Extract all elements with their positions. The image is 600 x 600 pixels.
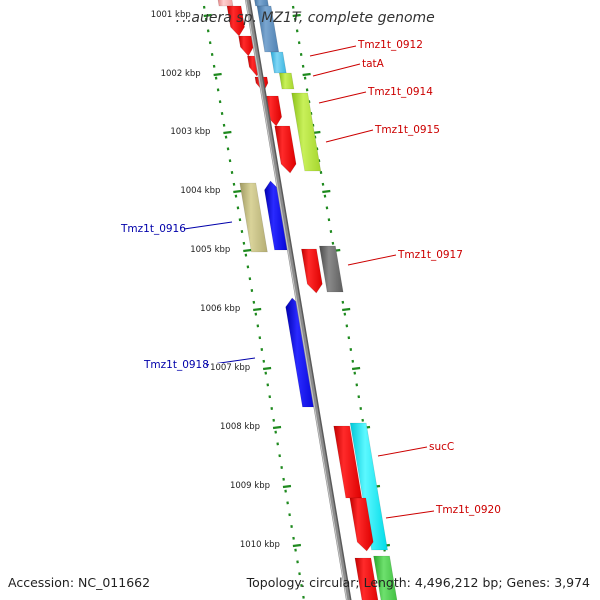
genome-title: Thauera sp. MZ1T, complete genome	[174, 10, 435, 26]
ruler-label-1005: 1005 kbp	[189, 245, 232, 255]
gene-label-tmz1t-0912[interactable]: Tmz1t_0912	[358, 39, 423, 51]
gene-label-succ[interactable]: sucC	[429, 441, 455, 453]
gene-label-tmz1t-0915[interactable]: Tmz1t_0915	[375, 124, 440, 136]
ruler-major-tick	[302, 72, 311, 77]
ruler-major-tick	[253, 307, 262, 312]
label-leader-lines	[183, 45, 435, 519]
gene-feature-lime-small	[278, 72, 295, 90]
ruler-label-1007: 1007 kbp	[209, 363, 252, 373]
backbone-highlight	[245, 0, 348, 600]
gene-feature-upstream-steel	[254, 0, 269, 7]
genome-backbone	[244, 0, 352, 600]
ruler-major-tick	[342, 307, 351, 312]
gene-feature-red-bottom	[354, 557, 379, 600]
gene-feature-red	[226, 5, 245, 37]
ruler-label-1003: 1003 kbp	[169, 127, 212, 137]
ruler-label-1004: 1004 kbp	[179, 186, 222, 196]
gene-feature-tmz1t-0920	[349, 497, 374, 552]
gene-feature-tmz1t-0917	[301, 248, 323, 294]
ruler-major-tick	[282, 484, 292, 489]
ruler-major-tick	[203, 13, 212, 18]
ruler-major-tick	[351, 366, 361, 371]
genome-summary-text: Topology: circular; Length: 4,496,212 bp…	[246, 575, 590, 590]
gene-feature-upstream-pink	[217, 0, 234, 7]
gene-feature-tmz1t-0915	[274, 125, 297, 174]
gene-feature-khaki	[239, 182, 268, 253]
gene-feature-grey	[319, 245, 344, 293]
leader-line	[312, 63, 361, 77]
gene-feature-tmz1t-0912	[238, 35, 254, 57]
leader-line	[347, 254, 397, 266]
gene-label-tmz1t-0917[interactable]: Tmz1t_0917	[398, 249, 463, 261]
ruler-label-1008: 1008 kbp	[219, 422, 262, 432]
ruler-major-tick	[233, 189, 242, 194]
gene-label-tata[interactable]: tatA	[362, 58, 384, 70]
ruler-major-tick	[213, 72, 222, 77]
ruler-ticks-inner	[202, 5, 305, 599]
accession-text: Accession: NC_011662	[8, 575, 151, 590]
leader-line	[377, 446, 428, 457]
gene-label-tmz1t-0918[interactable]: Tmz1t_0918	[144, 359, 209, 371]
gene-feature-tmz1t-0915-lime	[291, 92, 322, 172]
ruler-major-tick	[322, 189, 331, 194]
backbone-line	[244, 0, 351, 600]
ruler-major-tick	[292, 13, 301, 18]
ruler-major-tick	[223, 130, 232, 135]
leader-line	[318, 91, 367, 104]
gene-label-tmz1t-0914[interactable]: Tmz1t_0914	[368, 86, 433, 98]
leader-line	[309, 45, 357, 57]
ruler-major-tick	[292, 543, 302, 548]
leader-line	[385, 510, 435, 519]
ruler-label-1001: 1001 kbp	[149, 10, 192, 20]
ruler-label-1010: 1010 kbp	[238, 540, 281, 550]
gene-label-tmz1t-0916[interactable]: Tmz1t_0916	[121, 223, 186, 235]
gene-label-tmz1t-0920[interactable]: Tmz1t_0920	[436, 504, 501, 516]
ruler-label-1006: 1006 kbp	[199, 304, 242, 314]
ruler-label-1002: 1002 kbp	[159, 69, 202, 79]
ruler-major-tick	[262, 366, 272, 371]
gene-feature-green-bottom	[373, 555, 398, 600]
gene-feature-tata-sky	[270, 51, 287, 74]
ruler-major-tick	[272, 425, 282, 430]
ruler-label-1009: 1009 kbp	[228, 481, 272, 491]
leader-line	[183, 221, 233, 230]
ruler-major-tick	[243, 248, 252, 253]
leader-line	[325, 129, 374, 143]
